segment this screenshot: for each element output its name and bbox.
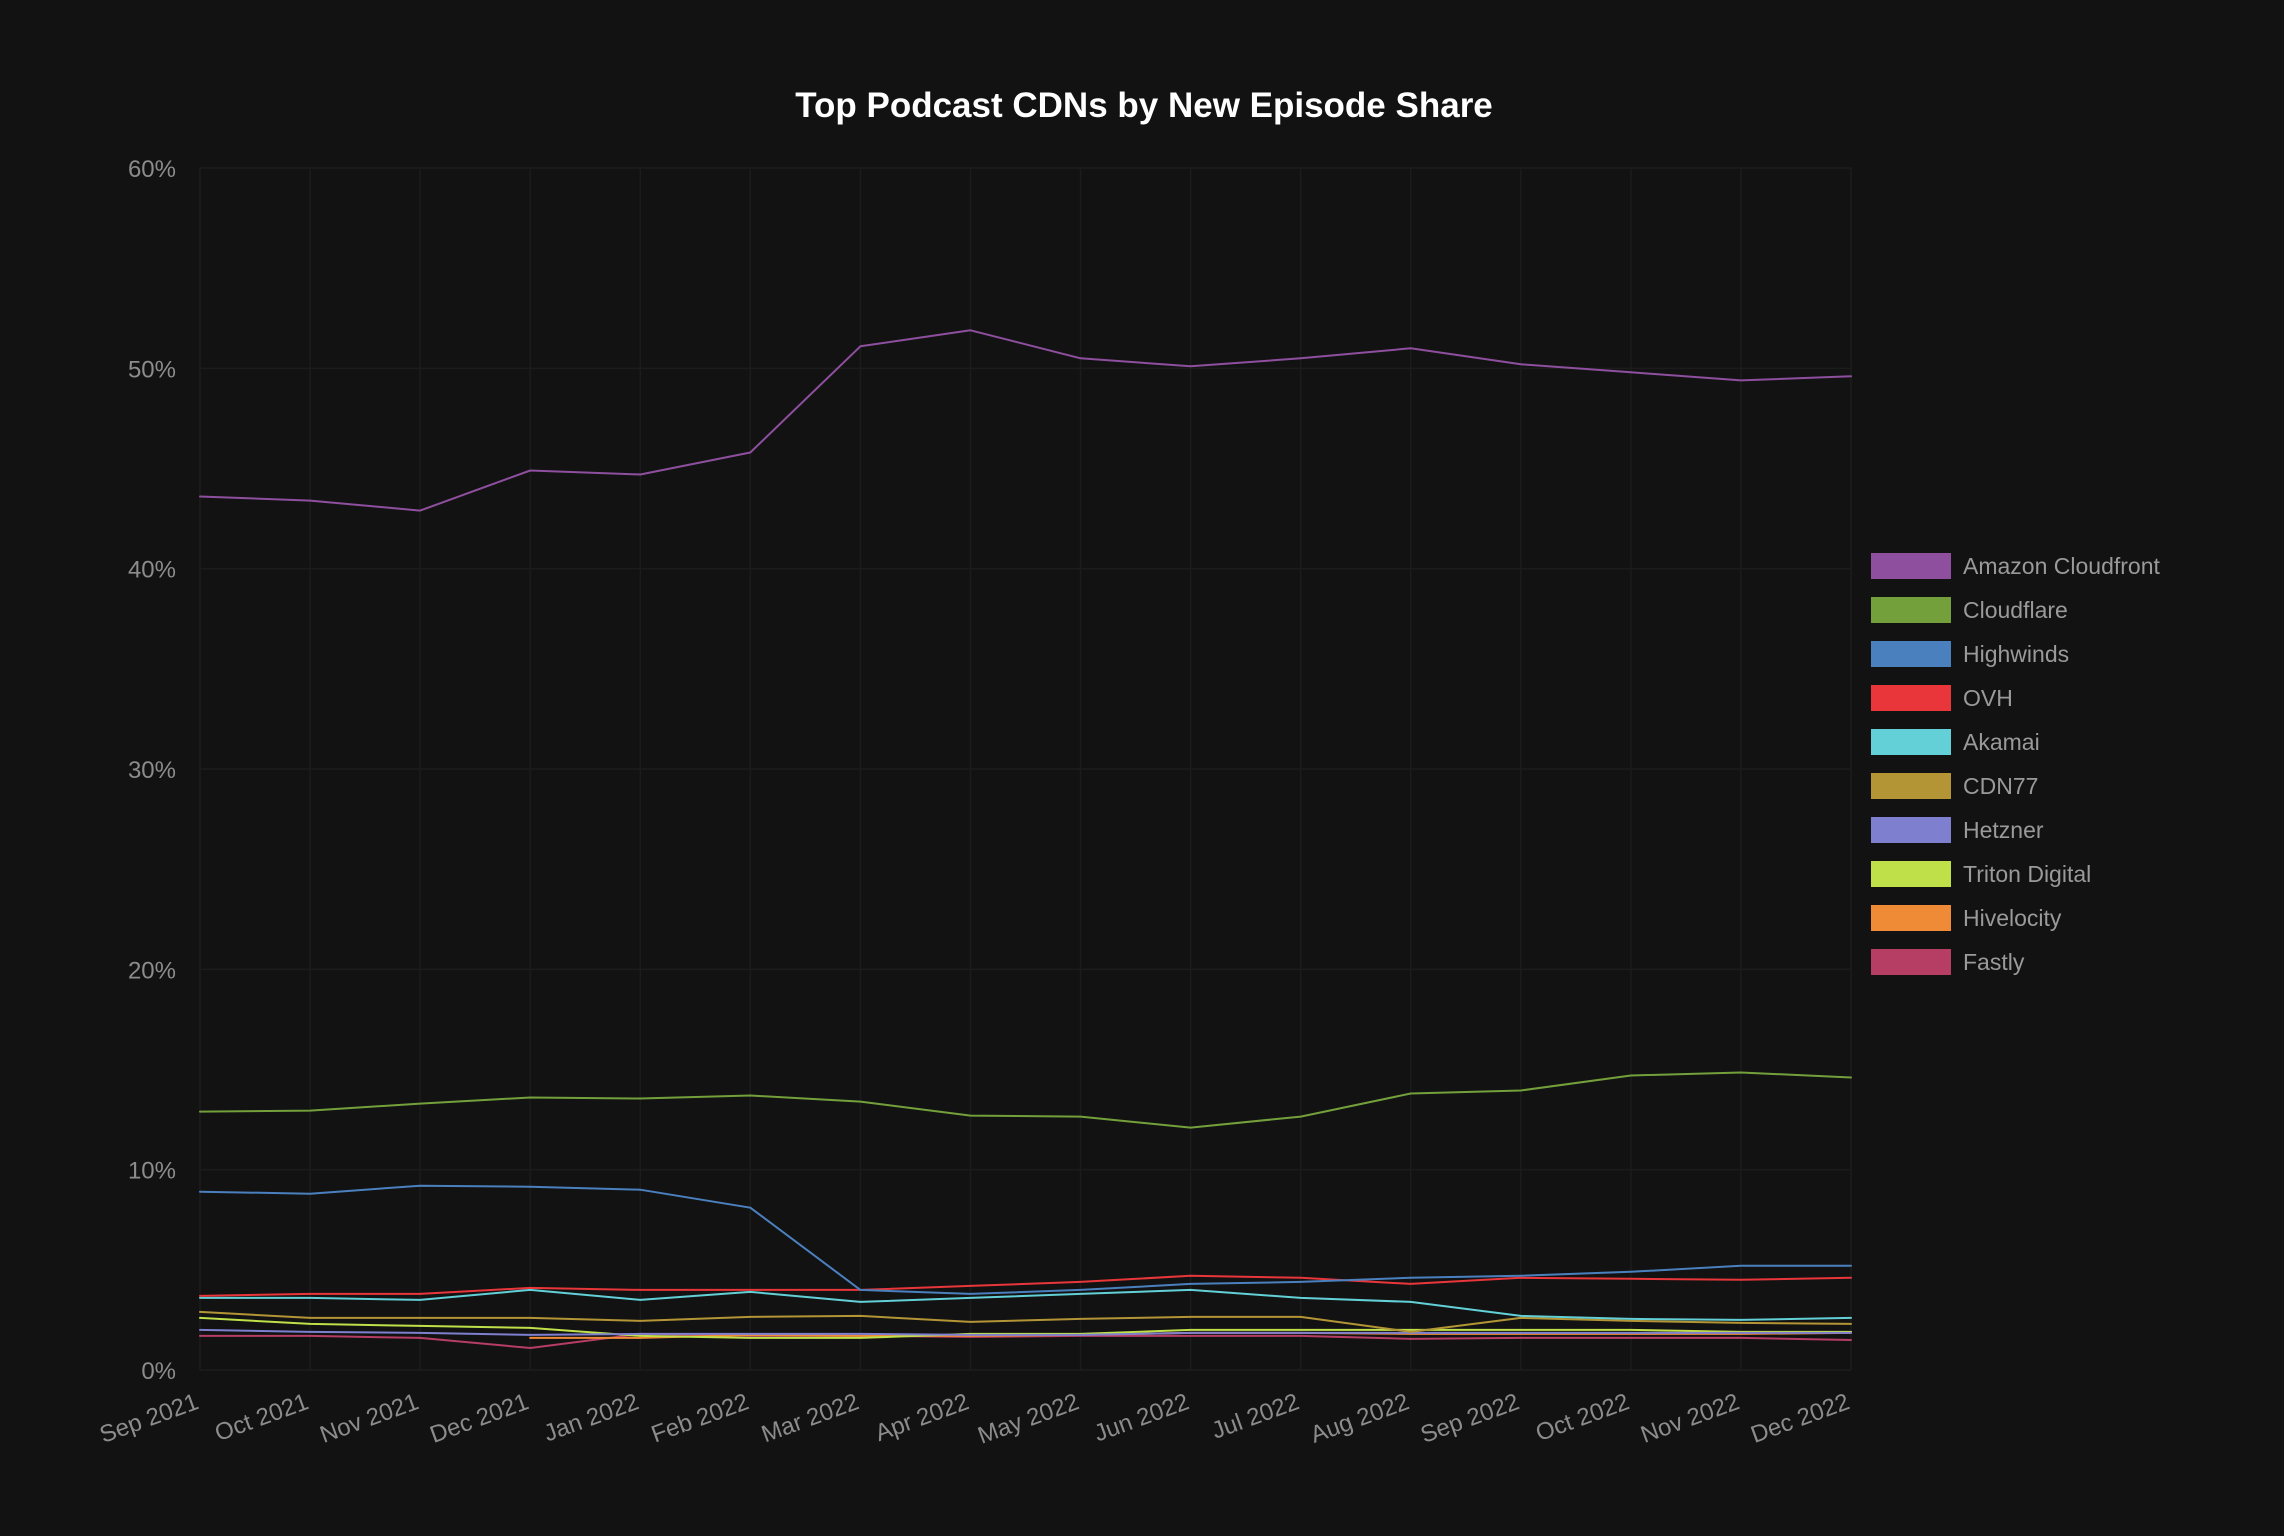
legend-item[interactable]: Akamai: [1871, 729, 2040, 755]
series-line: [199, 1310, 1852, 1333]
legend-label: Hivelocity: [1963, 905, 2062, 931]
legend-swatch: [1871, 597, 1951, 623]
legend-label: Akamai: [1963, 729, 2040, 755]
x-tick-label: Jun 2022: [1091, 1388, 1193, 1447]
series-line: [199, 1328, 1852, 1336]
legend-item[interactable]: CDN77: [1871, 773, 2038, 799]
x-tick-label: May 2022: [974, 1388, 1082, 1449]
x-tick-label: Sep 2021: [96, 1388, 202, 1449]
y-tick-label: 30%: [128, 757, 176, 784]
legend-item[interactable]: Hetzner: [1871, 817, 2044, 843]
x-tick-label: Oct 2021: [211, 1388, 312, 1447]
legend-swatch: [1871, 641, 1951, 667]
series-line: [199, 1184, 1852, 1295]
legend-label: Hetzner: [1963, 817, 2044, 843]
x-tick-label: Jan 2022: [540, 1388, 642, 1447]
x-axis: Sep 2021 Oct 2021 Nov 2021 Dec 2021 Jan 2022…: [96, 1388, 1853, 1449]
legend-label: Highwinds: [1963, 641, 2069, 667]
legend-label: Amazon Cloudfront: [1963, 553, 2160, 579]
x-tick-label: Oct 2022: [1532, 1388, 1633, 1447]
legend-item[interactable]: OVH: [1871, 685, 2013, 711]
y-tick-label: 50%: [128, 356, 176, 383]
y-tick-label: 60%: [128, 156, 176, 183]
legend-item[interactable]: Amazon Cloudfront: [1871, 553, 2160, 579]
x-tick-label: Apr 2022: [872, 1388, 973, 1447]
legend-swatch: [1871, 729, 1951, 755]
series-line: [199, 1071, 1852, 1129]
y-tick-label: 40%: [128, 557, 176, 584]
legend-swatch: [1871, 949, 1951, 975]
legend-label: Triton Digital: [1963, 861, 2091, 887]
x-tick-label: Sep 2022: [1417, 1388, 1523, 1449]
x-tick-label: Nov 2022: [1637, 1388, 1743, 1449]
legend-label: CDN77: [1963, 773, 2038, 799]
y-tick-label: 10%: [128, 1158, 176, 1185]
legend-label: Cloudflare: [1963, 597, 2068, 623]
legend: Amazon Cloudfront Cloudflare Highwinds OVH A…: [1871, 553, 2160, 975]
grid: [199, 167, 1852, 1371]
chart-title: Top Podcast CDNs by New Episode Share: [795, 86, 1493, 125]
legend-item[interactable]: Cloudflare: [1871, 597, 2068, 623]
legend-swatch: [1871, 685, 1951, 711]
legend-swatch: [1871, 817, 1951, 843]
legend-item[interactable]: Hivelocity: [1871, 905, 2062, 931]
series-line: [199, 329, 1852, 512]
series-line: [199, 1288, 1852, 1321]
legend-label: Fastly: [1963, 949, 2025, 975]
y-axis: 0% 10% 20% 30% 40% 50% 60%: [128, 156, 176, 1385]
legend-swatch: [1871, 905, 1951, 931]
x-tick-label: Nov 2021: [316, 1388, 422, 1449]
x-tick-label: Aug 2022: [1307, 1388, 1413, 1449]
legend-swatch: [1871, 861, 1951, 887]
legend-label: OVH: [1963, 685, 2013, 711]
x-tick-label: Dec 2022: [1747, 1388, 1853, 1449]
y-tick-label: 0%: [141, 1358, 176, 1385]
legend-item[interactable]: Fastly: [1871, 949, 2025, 975]
legend-item[interactable]: Highwinds: [1871, 641, 2069, 667]
legend-swatch: [1871, 773, 1951, 799]
legend-swatch: [1871, 553, 1951, 579]
x-tick-label: Dec 2021: [426, 1388, 532, 1449]
x-tick-label: Mar 2022: [758, 1388, 863, 1448]
x-tick-label: Feb 2022: [648, 1388, 753, 1448]
series-lines: [199, 329, 1852, 1349]
x-tick-label: Jul 2022: [1208, 1388, 1303, 1444]
series-line: [199, 1274, 1852, 1297]
legend-item[interactable]: Triton Digital: [1871, 861, 2091, 887]
y-tick-label: 20%: [128, 957, 176, 984]
